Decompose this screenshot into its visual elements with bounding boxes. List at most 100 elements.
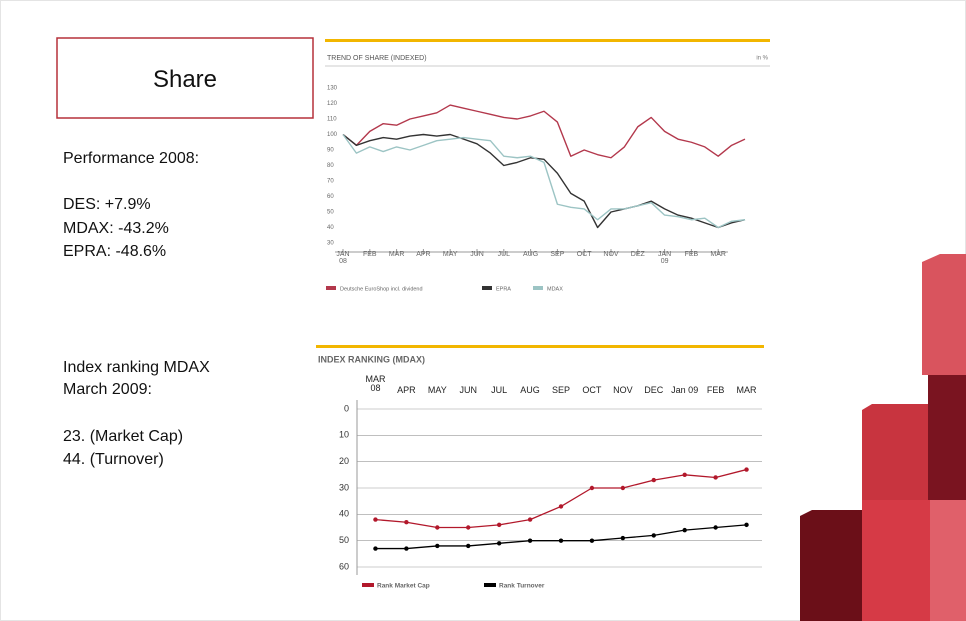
- x-tick-label: MAR: [736, 385, 757, 395]
- header-rule: [316, 345, 764, 348]
- legend-swatch: [484, 583, 496, 587]
- point: [496, 522, 502, 528]
- point: [682, 472, 687, 478]
- point: [651, 533, 656, 538]
- x-tick-label: FEB: [684, 251, 699, 258]
- slide-title: Share: [152, 66, 218, 93]
- point: [435, 543, 440, 549]
- x-tick-label: DEZ: [630, 251, 645, 258]
- point: [404, 520, 409, 525]
- x-tick-label: FEB: [706, 385, 725, 395]
- point: [713, 475, 718, 480]
- y-tick-label: 60: [327, 194, 334, 200]
- x-tick-label: AUG: [523, 251, 539, 258]
- header-rule: [325, 39, 770, 42]
- x-tick-label: APR: [397, 385, 416, 395]
- ranking-text: 44. (Turnover): [63, 451, 164, 468]
- point: [373, 546, 378, 551]
- point: [466, 525, 471, 530]
- x-tick-label: JAN 09: [657, 251, 672, 266]
- chart-title: INDEX RANKING (MDAX): [318, 354, 425, 364]
- x-tick-label: MAR: [710, 251, 726, 258]
- legend-swatch: [362, 583, 374, 587]
- y-tick-label: 10: [339, 430, 349, 440]
- x-tick-label: OCT: [582, 385, 602, 395]
- x-tick-label: Jan 09: [671, 385, 699, 395]
- performance-text: Performance 2008:: [63, 150, 200, 167]
- legend-label: Rank Turnover: [499, 583, 545, 590]
- x-tick-label: SEP: [550, 251, 565, 258]
- chart-title: TREND OF SHARE (INDEXED): [327, 55, 427, 62]
- y-tick-label: 120: [327, 101, 338, 107]
- point: [404, 546, 409, 551]
- x-tick-label: MAY: [442, 251, 458, 258]
- point: [527, 517, 533, 522]
- y-tick-label: 40: [327, 225, 334, 231]
- y-tick-label: 50: [339, 535, 349, 545]
- series-line: [342, 104, 746, 159]
- unit-label: in %: [756, 56, 768, 62]
- x-tick-label: AUG: [520, 385, 540, 395]
- y-tick-label: 30: [339, 482, 349, 492]
- x-tick-label: APR: [416, 251, 431, 258]
- y-tick-label: 20: [339, 456, 349, 466]
- x-tick-label: MAR: [388, 251, 405, 258]
- performance-text: MDAX: -43.2%: [63, 220, 169, 237]
- ranking-text: 23. (Market Cap): [63, 428, 184, 445]
- series-line: [342, 134, 746, 229]
- x-tick-label: JUL: [497, 251, 511, 258]
- ranking-text: Index ranking MDAX: [63, 359, 210, 376]
- x-tick-label: OCT: [576, 251, 592, 258]
- point: [651, 477, 656, 483]
- y-tick-label: 80: [327, 163, 334, 169]
- legend-swatch: [533, 286, 543, 290]
- legend-swatch: [482, 286, 492, 290]
- x-tick-label: NOV: [603, 251, 619, 258]
- legend-label: Rank Market Cap: [377, 583, 430, 590]
- x-tick-label: SEP: [551, 385, 571, 395]
- series-line: [375, 468, 747, 529]
- x-tick-label: FEB: [362, 251, 377, 258]
- point: [589, 538, 595, 543]
- point: [744, 522, 749, 528]
- x-tick-label: JAN 08: [336, 251, 350, 266]
- performance-text: EPRA: -48.6%: [63, 243, 167, 260]
- legend-label: EPRA: [496, 286, 511, 292]
- point: [435, 525, 440, 530]
- x-tick-label: NOV: [613, 385, 633, 395]
- decoration-cubes: [800, 254, 966, 621]
- point: [744, 467, 749, 472]
- series-line: [342, 133, 746, 229]
- legend-label: Deutsche EuroShop incl. dividend: [340, 286, 423, 292]
- performance-text: DES: +7.9%: [63, 196, 151, 213]
- point: [373, 517, 378, 522]
- point: [496, 541, 502, 546]
- point: [558, 538, 564, 543]
- legend-swatch: [326, 286, 336, 290]
- y-tick-label: 60: [339, 561, 349, 571]
- point: [527, 538, 533, 543]
- point: [589, 485, 595, 491]
- ranking-text: March 2009:: [63, 381, 152, 398]
- title-box: [56, 37, 314, 119]
- y-tick-label: 100: [327, 132, 338, 138]
- x-tick-label: DEC: [644, 385, 664, 395]
- point: [713, 525, 718, 530]
- x-tick-label: JUL: [491, 385, 508, 395]
- series-line: [375, 524, 747, 550]
- y-tick-label: 30: [327, 241, 334, 247]
- point: [620, 535, 626, 541]
- point: [620, 485, 626, 491]
- legend-label: MDAX: [547, 286, 563, 292]
- point: [466, 543, 471, 549]
- y-tick-label: 50: [327, 210, 334, 216]
- y-tick-label: 90: [327, 148, 334, 154]
- y-tick-label: 40: [339, 509, 349, 519]
- y-tick-label: 130: [327, 86, 338, 92]
- x-tick-label: JUN: [459, 385, 477, 395]
- y-tick-label: 0: [344, 403, 349, 413]
- point: [682, 527, 687, 533]
- x-tick-label: JUN: [470, 251, 484, 258]
